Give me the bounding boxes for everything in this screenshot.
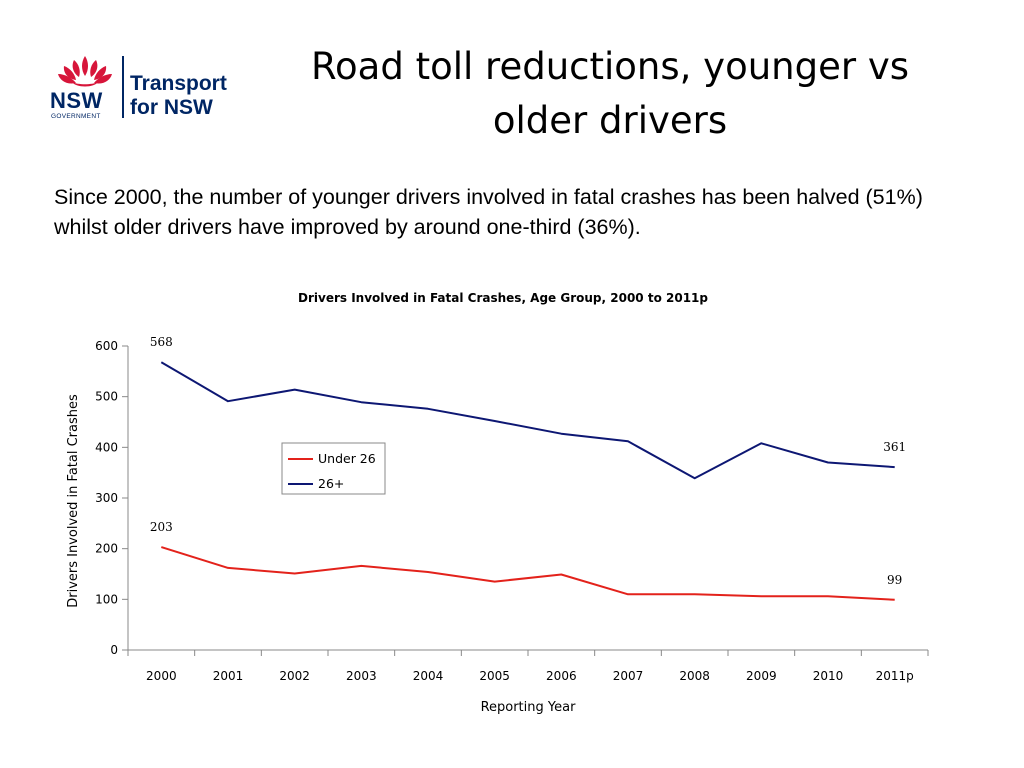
- x-tick-label: 2008: [679, 669, 710, 683]
- government-wordmark: GOVERNMENT: [51, 113, 101, 120]
- legend-entry-label: Under 26: [318, 451, 376, 466]
- series-line-under-26: [161, 546, 895, 601]
- brand-line-2: for NSW: [130, 96, 213, 119]
- x-tick-label: 2001: [213, 669, 244, 683]
- y-tick-label: 200: [95, 542, 118, 556]
- x-tick-label: 2006: [546, 669, 577, 683]
- y-tick-label: 500: [95, 390, 118, 404]
- x-tick-label: 2004: [413, 669, 444, 683]
- chart-axes: 0 100 200 300 400 500 600 2000 2001 2002 2003 2004 2…: [95, 339, 929, 683]
- waratah-icon: [58, 56, 112, 87]
- nsw-wordmark: NSW: [50, 88, 103, 113]
- x-tick-label: 2003: [346, 669, 377, 683]
- x-tick-label: 2002: [279, 669, 310, 683]
- slide-title-line-1: Road toll reductions, younger vs: [310, 45, 910, 88]
- y-tick-label: 100: [95, 592, 118, 606]
- brand-name: Transport for NSW: [130, 72, 227, 120]
- data-label: 99: [887, 573, 902, 587]
- series-line-26-plus: [160, 361, 895, 480]
- data-label: 568: [150, 335, 173, 349]
- y-tick-label: 400: [95, 440, 118, 454]
- slide-title-line-2: older drivers: [492, 99, 728, 142]
- x-axis-title: Reporting Year: [481, 700, 577, 715]
- intro-paragraph: Since 2000, the number of younger driver…: [54, 185, 923, 239]
- logo-divider: [122, 56, 124, 118]
- chart-legend: Under 26 26+: [281, 442, 386, 495]
- data-label: 361: [883, 440, 906, 454]
- x-tick-label: 2005: [479, 669, 510, 683]
- brand-line-1: Transport: [130, 72, 227, 95]
- x-tick-label: 2009: [746, 669, 777, 683]
- data-labels: 568 361 203 99: [150, 335, 906, 587]
- y-tick-label: 300: [95, 491, 118, 505]
- chart-title: Drivers Involved in Fatal Crashes, Age G…: [298, 291, 708, 305]
- legend-entry-label: 26+: [318, 476, 344, 491]
- x-tick-label: 2010: [813, 669, 844, 683]
- legend-box: [281, 442, 386, 495]
- slide-title: Road toll reductions, younger vs older d…: [250, 40, 970, 148]
- y-tick-label: 600: [95, 339, 118, 353]
- x-tick-label: 2007: [613, 669, 644, 683]
- x-tick-label: 2011p: [876, 669, 914, 683]
- transport-for-nsw-logo: NSW GOVERNMENT Transport for NSW: [50, 52, 240, 122]
- y-tick-label: 0: [110, 643, 118, 657]
- data-label: 203: [150, 520, 173, 534]
- y-axis-title: Drivers Involved in Fatal Crashes: [66, 394, 81, 608]
- series-layer: [160, 361, 895, 601]
- x-tick-label: 2000: [146, 669, 177, 683]
